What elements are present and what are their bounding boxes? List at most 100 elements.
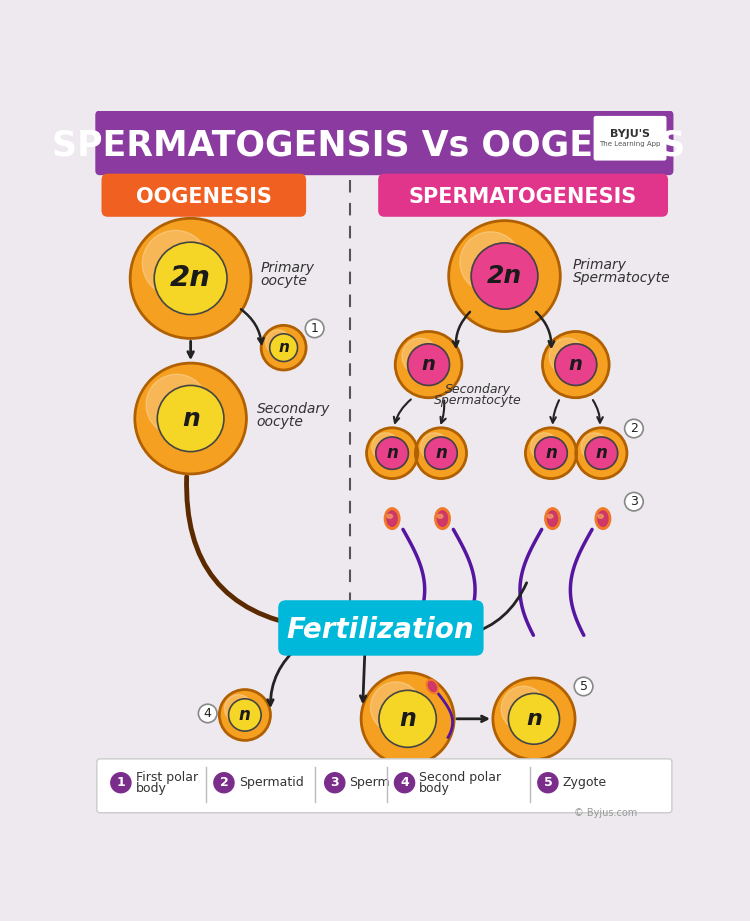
FancyBboxPatch shape	[95, 111, 674, 175]
Text: n: n	[596, 444, 608, 462]
Text: 1: 1	[116, 776, 125, 789]
Text: n: n	[386, 444, 398, 462]
Ellipse shape	[548, 515, 553, 519]
Text: Second polar: Second polar	[419, 771, 501, 784]
Circle shape	[501, 686, 546, 731]
FancyBboxPatch shape	[97, 759, 672, 812]
Ellipse shape	[437, 511, 448, 526]
Circle shape	[224, 694, 253, 723]
Text: oocyte: oocyte	[260, 274, 308, 288]
Circle shape	[538, 773, 558, 793]
Circle shape	[379, 691, 436, 747]
Circle shape	[158, 385, 224, 451]
Circle shape	[146, 374, 207, 435]
Text: 5: 5	[580, 680, 587, 693]
Text: 2n: 2n	[487, 264, 522, 288]
Text: 2: 2	[220, 776, 228, 789]
Ellipse shape	[426, 680, 439, 694]
Circle shape	[493, 678, 575, 760]
Circle shape	[542, 332, 609, 398]
Circle shape	[471, 243, 538, 309]
Ellipse shape	[544, 507, 560, 530]
Ellipse shape	[387, 511, 398, 526]
Text: SPERMATOGENESIS: SPERMATOGENESIS	[409, 187, 638, 206]
Text: n: n	[568, 356, 583, 374]
Text: n: n	[182, 406, 200, 430]
Circle shape	[530, 433, 559, 460]
Text: Secondary: Secondary	[256, 402, 330, 416]
FancyBboxPatch shape	[594, 116, 667, 160]
Circle shape	[402, 338, 439, 375]
Text: Secondary: Secondary	[446, 383, 512, 396]
Circle shape	[576, 427, 627, 479]
Circle shape	[370, 682, 422, 733]
Circle shape	[574, 677, 592, 695]
Circle shape	[219, 690, 271, 740]
Circle shape	[421, 433, 448, 460]
Text: 2: 2	[630, 422, 638, 435]
Text: oocyte: oocyte	[256, 415, 303, 429]
Circle shape	[154, 242, 227, 315]
Text: 1: 1	[310, 322, 319, 335]
Text: n: n	[422, 356, 436, 374]
Circle shape	[325, 773, 345, 793]
Circle shape	[111, 773, 131, 793]
Text: Fertilization: Fertilization	[286, 615, 474, 644]
Circle shape	[261, 325, 306, 370]
Ellipse shape	[387, 515, 392, 519]
Ellipse shape	[598, 515, 603, 519]
Text: Sperm: Sperm	[350, 776, 390, 789]
Text: n: n	[399, 706, 416, 731]
Circle shape	[214, 773, 234, 793]
Text: 4: 4	[400, 776, 409, 789]
Text: OOGENESIS: OOGENESIS	[136, 187, 272, 206]
Text: Primary: Primary	[260, 262, 314, 275]
Circle shape	[408, 344, 449, 385]
Text: n: n	[239, 706, 250, 724]
Text: Zygote: Zygote	[562, 776, 607, 789]
Ellipse shape	[437, 515, 443, 519]
Circle shape	[362, 672, 454, 765]
Text: 2n: 2n	[170, 264, 211, 292]
Text: Spermatocyte: Spermatocyte	[434, 394, 522, 407]
Text: The Learning App: The Learning App	[599, 142, 661, 147]
Text: body: body	[136, 782, 166, 795]
Circle shape	[555, 344, 597, 385]
Circle shape	[625, 493, 644, 511]
Circle shape	[198, 705, 217, 723]
Text: Spermatid: Spermatid	[238, 776, 304, 789]
FancyBboxPatch shape	[378, 174, 668, 216]
Circle shape	[372, 433, 400, 460]
Text: Primary: Primary	[573, 258, 627, 272]
Ellipse shape	[548, 511, 557, 526]
Circle shape	[460, 232, 521, 293]
Text: 5: 5	[544, 776, 552, 789]
Text: n: n	[278, 340, 289, 356]
Circle shape	[376, 437, 409, 470]
Circle shape	[367, 427, 418, 479]
Circle shape	[130, 218, 251, 338]
Circle shape	[585, 437, 618, 470]
Circle shape	[581, 433, 609, 460]
Circle shape	[625, 419, 644, 437]
Circle shape	[394, 773, 415, 793]
FancyArrowPatch shape	[187, 477, 307, 630]
Circle shape	[270, 333, 298, 362]
Text: BYJU'S: BYJU'S	[610, 129, 650, 139]
Circle shape	[229, 699, 261, 731]
Text: body: body	[419, 782, 450, 795]
Circle shape	[448, 221, 560, 332]
Circle shape	[142, 230, 208, 297]
FancyBboxPatch shape	[278, 600, 484, 656]
FancyBboxPatch shape	[101, 174, 306, 216]
Circle shape	[416, 427, 466, 479]
Text: 3: 3	[630, 495, 638, 508]
Circle shape	[549, 338, 586, 375]
Text: © Byjus.com: © Byjus.com	[574, 808, 637, 818]
Circle shape	[535, 437, 567, 470]
Text: First polar: First polar	[136, 771, 198, 784]
Circle shape	[526, 427, 577, 479]
Text: n: n	[526, 709, 542, 729]
Text: n: n	[435, 444, 447, 462]
Text: SPERMATOGENSIS Vs OOGENSIS: SPERMATOGENSIS Vs OOGENSIS	[53, 129, 686, 163]
